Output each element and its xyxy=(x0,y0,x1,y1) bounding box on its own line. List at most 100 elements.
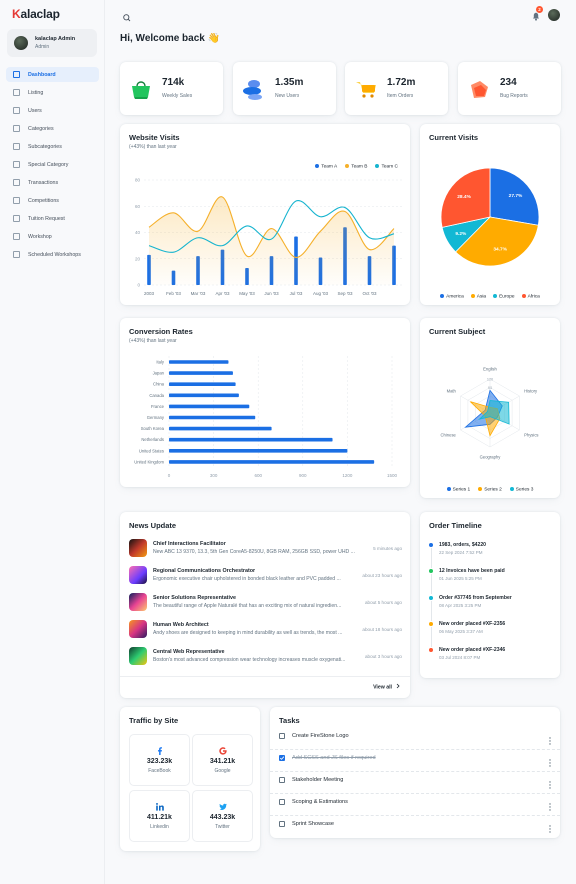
area-fill xyxy=(149,196,394,285)
nav-icon xyxy=(13,233,20,240)
greeting: Hi, Welcome back 👋 xyxy=(120,33,221,44)
nav-item[interactable]: Workshop xyxy=(6,229,99,244)
site-icon xyxy=(155,743,165,755)
search-button[interactable] xyxy=(122,10,132,22)
task-label: Add SCSS and JS files if required xyxy=(292,755,376,761)
y-tick-label: 60 xyxy=(135,204,141,209)
timeline-dot xyxy=(429,569,433,574)
legend-item: Africa xyxy=(521,293,540,299)
timeline-connector xyxy=(430,574,432,595)
chart-card: 0 300 600 900 1200 1500 Italy Japan China Canada F… xyxy=(120,318,410,487)
timeline-dot xyxy=(429,648,433,653)
radar-area xyxy=(478,400,510,425)
news-text: New ABC 13 9370, 13.3, 5th Gen CoreA5-82… xyxy=(153,549,355,555)
y-tick-label: Japan xyxy=(153,371,165,376)
stat-icon xyxy=(466,76,492,102)
legend: America Asia Europe Africa xyxy=(420,293,560,299)
view-all-button[interactable]: View all xyxy=(373,683,401,691)
nav-item[interactable]: Competitions xyxy=(6,193,99,208)
task-checkbox[interactable] xyxy=(279,733,285,739)
slice-label: 9.2% xyxy=(455,231,467,237)
x-tick-label: 300 xyxy=(210,473,218,478)
task-menu[interactable] xyxy=(548,732,552,745)
nav-item[interactable]: Users xyxy=(6,103,99,118)
news-thumbnail xyxy=(129,620,147,638)
bar xyxy=(169,426,272,431)
site-icon xyxy=(218,799,228,810)
nav-item[interactable]: Scheduled Workshops xyxy=(6,247,99,262)
y-tick-label: Netherlands xyxy=(141,437,164,442)
chart-title: Current Subject xyxy=(429,327,486,336)
task-menu[interactable] xyxy=(548,776,552,789)
bar xyxy=(169,449,348,453)
legend-swatch xyxy=(440,293,445,298)
chart-svg: 0 20 40 60 80 2003 Feb '03 Mar '03 Apr '03 May '0… xyxy=(135,178,402,296)
logo: Kalaclap xyxy=(12,7,60,21)
user-avatar[interactable] xyxy=(548,9,560,21)
task-menu[interactable] xyxy=(548,820,552,833)
timeline-time: 01 Jun 2025 5:25 PM xyxy=(439,576,482,582)
stat-label: Item Orders xyxy=(387,93,414,99)
card-title: Order Timeline xyxy=(429,521,482,530)
news-text: Andy shoes are designed to keeping in mi… xyxy=(153,630,343,636)
nav-item[interactable]: Dashboard xyxy=(6,67,99,82)
nav-icon xyxy=(13,71,20,78)
stat-value: 714k xyxy=(162,77,185,88)
legend-item: America xyxy=(440,293,464,299)
x-tick-label: Aug '03 xyxy=(313,291,329,296)
divider xyxy=(270,771,560,773)
nav-item[interactable]: Tuition Request xyxy=(6,211,99,226)
stat-icon xyxy=(353,76,379,102)
nav-item[interactable]: Categories xyxy=(6,121,99,136)
stat-value: 1.35m xyxy=(275,77,304,88)
legend-label: America xyxy=(446,294,464,299)
legend-item: Team A xyxy=(315,164,337,170)
bar xyxy=(169,404,250,409)
news-time: about 3 hours ago xyxy=(364,654,402,659)
x-tick-label: 1500 xyxy=(387,473,398,478)
profile-card: kalaclap Admin Admin xyxy=(7,29,97,57)
nav-item[interactable]: Subcategories xyxy=(6,139,99,154)
news-time: about 23 hours ago xyxy=(362,573,402,578)
stat-label: New Users xyxy=(275,93,300,99)
nav-icon xyxy=(13,161,20,168)
legend-item: Series 1 xyxy=(446,486,470,492)
notifications-button[interactable]: 2 xyxy=(530,6,543,21)
task-menu[interactable] xyxy=(548,798,552,811)
nav-item[interactable]: Listing xyxy=(6,85,99,100)
y-tick-label: 20 xyxy=(135,256,141,261)
task-checkbox[interactable] xyxy=(279,799,285,805)
x-tick-label: 0 xyxy=(168,473,171,478)
stat-value: 1.72m xyxy=(387,77,416,88)
x-tick-label: Apr '03 xyxy=(215,291,230,296)
legend-label: Team A xyxy=(321,164,338,170)
legend-swatch xyxy=(315,164,320,168)
divider xyxy=(270,815,560,817)
legend: Team A Team B Team C xyxy=(315,164,398,170)
task-menu[interactable] xyxy=(548,754,552,767)
task-label: Sprint Showcase xyxy=(292,821,334,827)
nav-item[interactable]: Special Category xyxy=(6,157,99,172)
news-thumbnail xyxy=(129,539,147,557)
x-tick-label: 600 xyxy=(254,473,262,478)
axis-label: English xyxy=(483,367,497,372)
y-tick-label: United States xyxy=(139,448,164,453)
task-checkbox[interactable] xyxy=(279,777,285,783)
timeline-dot xyxy=(429,621,433,626)
legend-label: Team B xyxy=(351,164,368,170)
news-title: Human Web Architect xyxy=(153,622,209,628)
chart-card: 0 20 40 60 80 2003 Feb '03 Mar '03 Apr '03 May '0… xyxy=(120,124,410,305)
x-tick-label: Sep '03 xyxy=(337,291,353,296)
site-value: 411.21k xyxy=(147,814,172,821)
legend-item: Europe xyxy=(493,293,515,299)
task-checkbox[interactable] xyxy=(279,755,285,761)
axis-label: Math xyxy=(447,389,457,394)
card-title: News Update xyxy=(129,521,177,530)
nav-item[interactable]: Transactions xyxy=(6,175,99,190)
stat-card: 1.35m New Users xyxy=(233,62,336,115)
chart-card: 90120EnglishHistoryPhysicsGeographyChine… xyxy=(420,318,560,498)
x-tick-label: Jul '03 xyxy=(290,291,303,296)
task-checkbox[interactable] xyxy=(279,821,285,827)
bar xyxy=(169,460,375,464)
site-name: Linkedin xyxy=(150,824,169,830)
